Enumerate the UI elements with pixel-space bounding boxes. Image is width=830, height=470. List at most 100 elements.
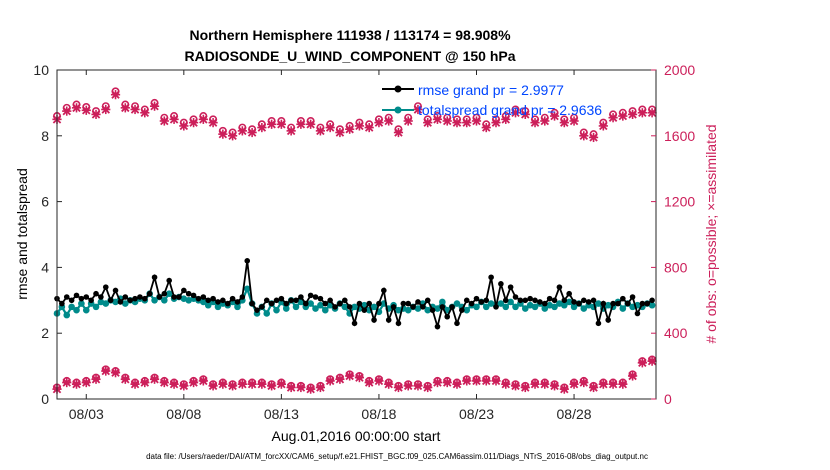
legend-spread-label: totalspread grand pr = 2.9636 — [418, 102, 602, 118]
rmse-point — [132, 295, 138, 302]
plot-frame — [56, 69, 657, 400]
spread-point — [453, 300, 461, 307]
obs-assimilated-point — [257, 122, 267, 133]
spread-point — [551, 303, 558, 311]
obs-assimilated-point — [413, 104, 423, 115]
spread-point — [263, 310, 271, 317]
obs-assimilated-point — [286, 382, 296, 393]
obs-assimilated-point — [481, 376, 491, 386]
rmse-point — [429, 307, 436, 313]
obs-assimilated-point — [101, 104, 111, 115]
rmse-point — [249, 300, 255, 307]
spread-point — [121, 300, 129, 307]
obs-assimilated-point — [559, 384, 569, 394]
obs-assimilated-point — [510, 108, 521, 118]
legend-spread-marker — [394, 106, 402, 114]
rmse-point — [600, 300, 607, 307]
obs-assimilated-point — [374, 376, 384, 386]
chart-title: Northern Hemisphere 111938 / 113174 = 98… — [189, 27, 511, 43]
rmse-point — [259, 304, 265, 310]
obs-assimilated-point — [257, 379, 267, 389]
obs-assimilated-point — [530, 379, 540, 389]
obs-assimilated-point — [501, 379, 511, 389]
obs-assimilated-point — [91, 109, 101, 120]
rmse-point — [229, 295, 236, 302]
spread-point — [370, 303, 378, 311]
obs-assimilated-point — [315, 126, 326, 136]
rmse-point — [68, 297, 75, 304]
obs-assimilated-point — [296, 119, 306, 129]
chart-subtitle: RADIOSONDE_U_WIND_COMPONENT @ 150 hPa — [184, 48, 515, 64]
spread-point — [92, 303, 100, 311]
rmse-point — [629, 294, 636, 300]
obs-assimilated-point — [530, 118, 540, 128]
obs-assimilated-point — [647, 356, 657, 366]
obs-assimilated-point — [208, 118, 218, 128]
obs-assimilated-point — [559, 118, 569, 128]
obs-assimilated-point — [81, 377, 91, 388]
rmse-point — [317, 295, 324, 302]
spread-point — [521, 305, 529, 312]
obs-assimilated-point — [637, 358, 647, 368]
obs-assimilated-point — [452, 118, 462, 128]
y-tick-label: 4 — [41, 259, 49, 275]
rmse-point — [532, 297, 538, 304]
spread-point — [165, 290, 173, 298]
obs-assimilated-point — [71, 103, 82, 113]
obs-assimilated-point — [208, 381, 218, 391]
obs-assimilated-point — [130, 104, 140, 115]
rmse-point — [278, 295, 285, 302]
obs-assimilated-point — [306, 119, 316, 129]
x-tick-label: 08/08 — [166, 406, 201, 422]
rmse-point — [63, 294, 70, 300]
rmse-point — [307, 292, 314, 299]
x-tick-label: 08/03 — [69, 406, 104, 422]
obs-count-series — [52, 87, 657, 394]
obs-assimilated-point — [247, 379, 257, 389]
obs-assimilated-point — [101, 366, 111, 376]
obs-assimilated-point — [481, 122, 491, 133]
obs-assimilated-point — [618, 379, 628, 389]
rmse-point — [556, 284, 563, 290]
obs-assimilated-point — [579, 377, 589, 388]
obs-assimilated-point — [159, 116, 169, 126]
spread-point — [234, 303, 241, 311]
rmse-point — [449, 304, 455, 310]
rmse-point — [639, 300, 646, 307]
obs-assimilated-point — [432, 114, 443, 124]
rmse-point — [576, 300, 582, 307]
rmse-point — [112, 287, 119, 294]
rmse-point — [649, 297, 655, 304]
rmse-point — [581, 297, 587, 304]
obs-assimilated-point — [140, 377, 150, 388]
rmse-series — [54, 258, 655, 331]
obs-assimilated-point — [627, 109, 638, 120]
spread-point — [580, 305, 588, 312]
rmse-point — [351, 320, 358, 327]
y2-tick-label: 1600 — [664, 128, 695, 144]
rmse-point — [273, 297, 280, 304]
obs-assimilated-point — [62, 106, 72, 116]
x-tick-label: 08/18 — [361, 406, 396, 422]
obs-assimilated-point — [432, 377, 443, 388]
obs-assimilated-point — [228, 131, 238, 141]
rmse-point — [137, 294, 143, 300]
rmse-point — [215, 299, 221, 305]
spread-point — [273, 306, 280, 314]
x-tick-label: 08/23 — [459, 406, 494, 422]
obs-assimilated-point — [549, 111, 560, 121]
rmse-point — [268, 300, 275, 307]
legend: rmse grand pr = 2.9977 totalspread grand… — [382, 82, 602, 118]
rmse-point — [400, 300, 407, 307]
rmse-point — [239, 294, 246, 300]
obs-assimilated-point — [364, 122, 374, 133]
legend-rmse-label: rmse grand pr = 2.9977 — [418, 82, 564, 98]
rmse-point — [620, 295, 626, 302]
rmse-point — [634, 310, 641, 317]
rmse-point — [88, 297, 94, 304]
spread-point — [73, 306, 80, 314]
rmse-point — [93, 290, 99, 297]
x-tick-label: 08/13 — [264, 406, 299, 422]
obs-assimilated-point — [384, 379, 394, 389]
rmse-point — [142, 295, 148, 302]
